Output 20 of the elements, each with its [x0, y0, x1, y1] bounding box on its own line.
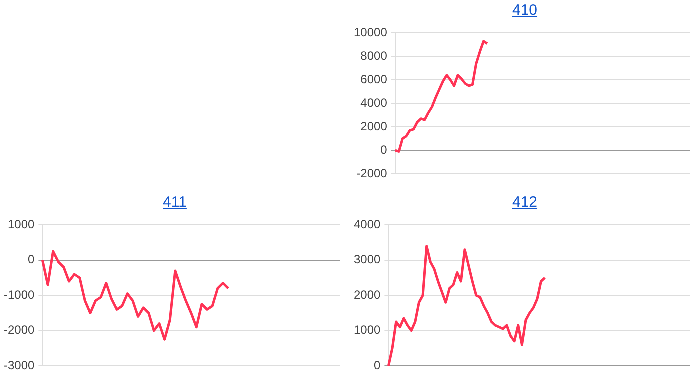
- y-tick-label: 6000: [360, 72, 388, 86]
- y-tick-label: 8000: [360, 48, 388, 63]
- y-tick-label: 3000: [354, 252, 382, 267]
- y-tick-label: -3000: [4, 358, 36, 372]
- y-tick-label: 10000: [354, 26, 388, 40]
- y-tick-label: 1000: [354, 323, 382, 338]
- y-tick-label: 0: [374, 358, 382, 372]
- chart-title: 412: [512, 194, 538, 211]
- y-tick-label: -2000: [4, 323, 36, 338]
- y-tick-label: 0: [28, 252, 36, 267]
- y-tick-label: 2000: [360, 119, 388, 134]
- y-tick-label: 2000: [354, 288, 382, 302]
- y-tick-label: 4000: [354, 218, 382, 232]
- y-tick-label: -1000: [4, 288, 36, 302]
- y-tick-label: 4000: [360, 96, 388, 110]
- y-tick-label: -2000: [356, 166, 388, 180]
- y-tick-label: 0: [380, 142, 388, 157]
- chart-title: 411: [163, 194, 187, 211]
- y-tick-label: 1000: [8, 218, 36, 232]
- chart-title: 410: [512, 2, 538, 19]
